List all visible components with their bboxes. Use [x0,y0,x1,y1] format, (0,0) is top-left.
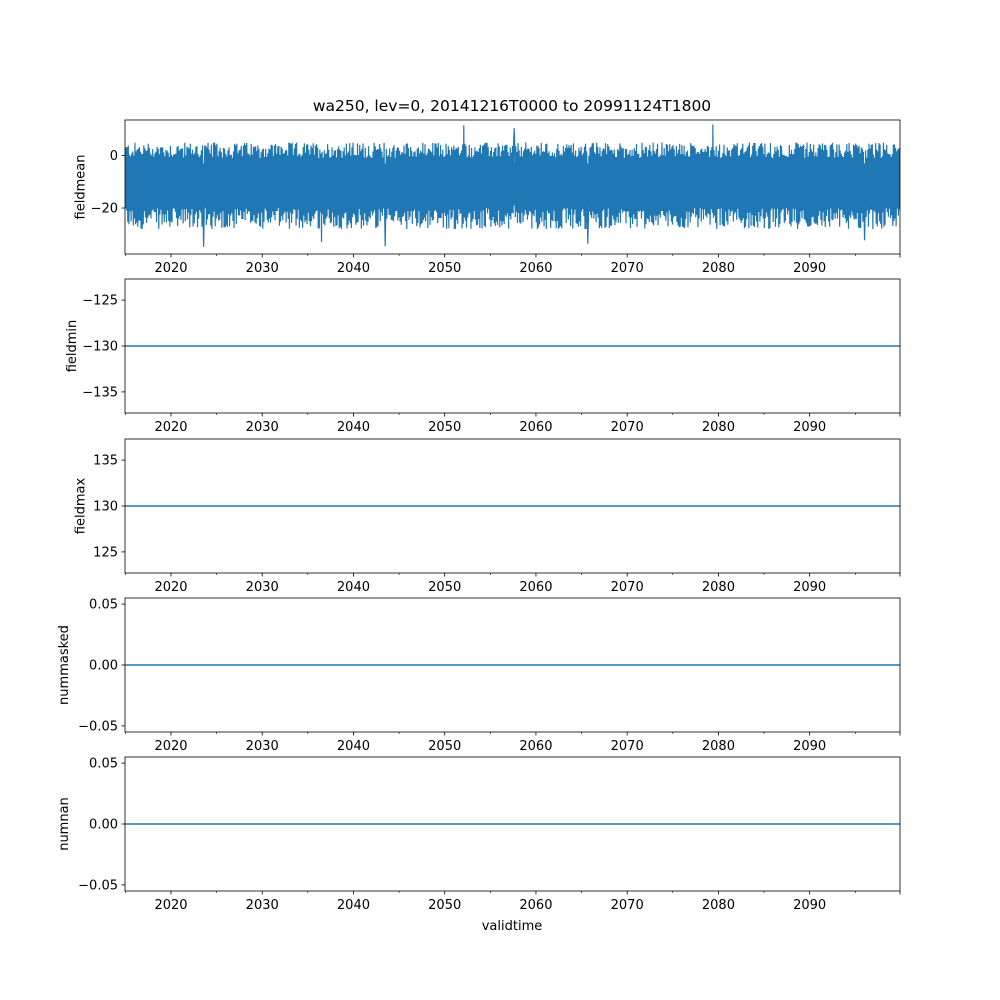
y-tick-label: 0 [110,149,118,164]
x-tick-label: 2040 [337,420,370,435]
series-band-fieldmean [125,163,900,206]
x-tick-label: 2070 [611,420,644,435]
y-tick-label: −20 [91,202,118,217]
y-axis-label-fieldmean: fieldmean [73,155,88,220]
x-tick-label: 2080 [702,739,735,754]
y-tick-label: 135 [93,454,118,469]
y-axis-label-numnan: numnan [57,797,72,851]
y-tick-label: −0.05 [78,719,118,734]
figure-title: wa250, lev=0, 20141216T0000 to 20991124T… [313,97,711,115]
x-tick-label: 2050 [428,580,461,595]
y-tick-label: 0.05 [89,757,118,772]
y-axis-label-fieldmin: fieldmin [65,320,80,373]
x-tick-label: 2050 [428,898,461,913]
x-tick-label: 2090 [793,261,826,276]
x-tick-label: 2080 [702,898,735,913]
x-tick-label: 2080 [702,580,735,595]
x-tick-label: 2050 [428,420,461,435]
subplot-fieldmax: 2020 2030 2040 2050 2060 2070 2080 2090 135 130 12… [73,438,901,595]
x-tick-label: 2080 [702,420,735,435]
x-tick-label: 2040 [337,580,370,595]
y-tick-label: −0.05 [78,878,118,893]
x-tick-label: 2080 [702,261,735,276]
x-tick-label: 2060 [519,739,552,754]
x-tick-label: 2070 [611,580,644,595]
x-tick-label: 2090 [793,739,826,754]
y-axis-label-nummasked: nummasked [57,625,72,705]
x-tick-label: 2060 [519,420,552,435]
axes-frame-fieldmean [124,119,901,255]
x-tick-label: 2020 [154,420,187,435]
y-tick-label: 0.00 [89,659,118,674]
x-tick-label: 2060 [519,261,552,276]
x-tick-label: 2070 [611,261,644,276]
x-tick-label: 2070 [611,898,644,913]
y-axis-label-fieldmax: fieldmax [73,478,88,535]
x-tick-label: 2090 [793,898,826,913]
subplot-fieldmean: 2020 2030 2040 2050 2060 2070 2080 2090 0 −20fiel… [73,119,901,276]
x-tick-label: 2020 [154,580,187,595]
x-tick-label: 2030 [246,739,279,754]
y-tick-label: 0.05 [89,598,118,613]
x-tick-label: 2040 [337,898,370,913]
x-tick-label: 2030 [246,261,279,276]
x-axis-label: validtime [482,919,543,934]
y-tick-label: −125 [82,294,118,309]
x-tick-label: 2070 [611,739,644,754]
y-tick-label: 130 [93,500,118,515]
x-tick-label: 2020 [154,898,187,913]
subplot-fieldmin: 2020 2030 2040 2050 2060 2070 2080 2090 −125 −130… [65,278,901,435]
x-tick-label: 2030 [246,580,279,595]
y-tick-label: 0.00 [89,818,118,833]
y-tick-label: −130 [82,340,118,355]
x-tick-label: 2050 [428,261,461,276]
x-tick-label: 2020 [154,739,187,754]
x-tick-label: 2040 [337,739,370,754]
x-tick-label: 2030 [246,420,279,435]
subplot-nummasked: 2020 2030 2040 2050 2060 2070 2080 2090 0.05 0.00… [57,598,901,754]
x-tick-label: 2030 [246,898,279,913]
x-tick-label: 2090 [793,420,826,435]
x-tick-label: 2020 [154,261,187,276]
x-tick-label: 2040 [337,261,370,276]
subplot-stack: 2020 2030 2040 2050 2060 2070 2080 20900−20fiel… [57,119,901,913]
x-tick-label: 2090 [793,580,826,595]
x-tick-label: 2050 [428,739,461,754]
y-tick-label: 125 [93,545,118,560]
x-tick-label: 2060 [519,898,552,913]
subplot-numnan: 2020 2030 2040 2050 2060 2070 2080 2090 0.05 0.00… [57,757,901,913]
x-tick-label: 2060 [519,580,552,595]
y-tick-label: −135 [82,385,118,400]
